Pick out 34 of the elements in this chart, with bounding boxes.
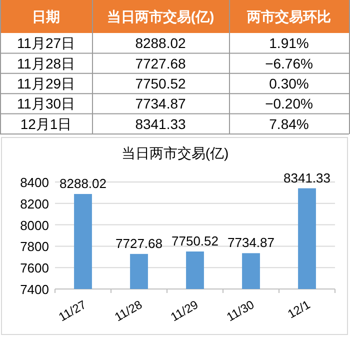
y-tick-label: 7800	[20, 239, 49, 254]
data-label: 8288.02	[60, 176, 106, 191]
data-label: 7727.68	[116, 236, 162, 251]
text: 当日两市交易(亿)	[106, 8, 214, 24]
text: 8341.33	[135, 116, 186, 132]
text: 日期	[32, 8, 60, 24]
text: 7.84%	[269, 116, 309, 132]
text: 11月28日	[16, 55, 76, 72]
y-tick-label: 8400	[20, 175, 49, 190]
chart-title: 当日两市交易(亿)	[121, 145, 229, 161]
x-tick-label: 11/30	[224, 297, 257, 324]
x-tick-label: 11/29	[168, 297, 201, 324]
data-label: 8341.33	[284, 170, 330, 186]
y-tick-label: 8200	[20, 196, 49, 212]
text: 7734.87	[135, 96, 186, 112]
y-tick-label: 8000	[20, 218, 49, 233]
text: 11月30日	[16, 96, 76, 112]
text: −6.76%	[265, 55, 313, 72]
text: 0.30%	[269, 76, 309, 92]
text: 11月29日	[16, 76, 76, 92]
x-tick-label: 12/1	[285, 297, 313, 322]
text: 11月27日	[16, 35, 76, 52]
text: 两市交易环比	[246, 8, 331, 24]
x-tick-label: 11/28	[112, 297, 145, 324]
text: 7727.68	[135, 55, 186, 72]
text: 12月1日	[20, 116, 72, 132]
text: −0.20%	[265, 96, 313, 112]
text: 7750.52	[135, 76, 186, 92]
data-label: 7750.52	[172, 233, 218, 248]
data-label: 7734.87	[228, 235, 274, 250]
text: 8288.02	[135, 35, 186, 52]
y-tick-label: 7400	[20, 282, 49, 297]
y-tick-label: 7600	[20, 260, 49, 276]
text: 1.91%	[269, 35, 309, 52]
